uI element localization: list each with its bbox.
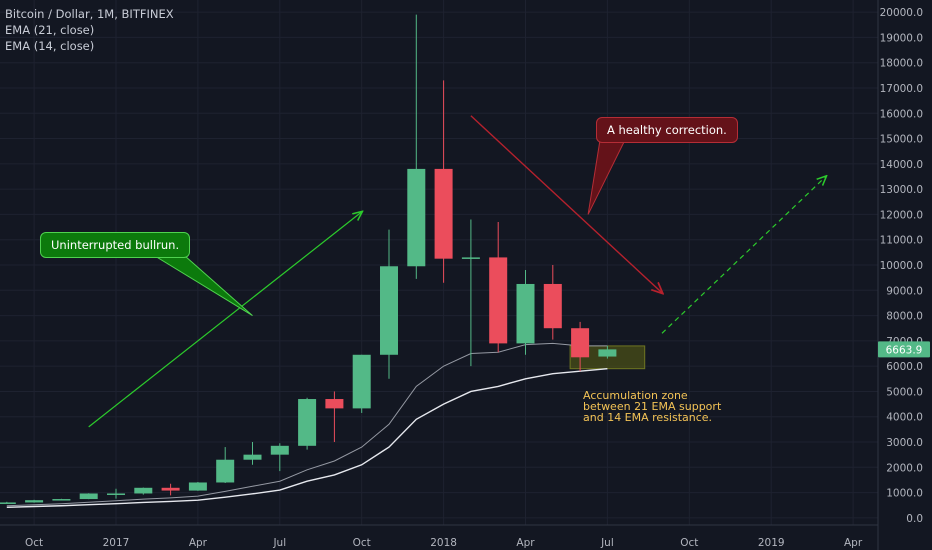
y-tick-label: 15000.0: [880, 134, 923, 146]
price-tag-box: [878, 341, 930, 358]
candle-body: [0, 502, 16, 504]
candle: [298, 397, 317, 450]
price-tag-label: 6663.9: [886, 344, 923, 356]
y-tick-label: 19000.0: [880, 32, 923, 44]
correction-callout: A healthy correction.: [596, 117, 738, 143]
y-tick-label: 16000.0: [880, 108, 923, 120]
candle: [489, 222, 508, 353]
candle: [543, 265, 562, 340]
candle: [134, 487, 153, 495]
y-tick-label: 4000.0: [886, 412, 923, 424]
y-tick-label: 14000.0: [880, 159, 923, 171]
legend-title: Bitcoin / Dollar, 1M, BITFINEX: [5, 7, 174, 21]
ema14-line: [6, 342, 608, 507]
candle: [461, 219, 480, 367]
zone-note-line2: between 21 EMA support: [583, 400, 722, 413]
candle-body: [52, 499, 71, 501]
candle: [52, 498, 71, 501]
y-tick-label: 8000.0: [886, 311, 923, 323]
y-tick-label: 5000.0: [886, 386, 923, 398]
candle: [407, 14, 426, 279]
correction-callout-pointer: [587, 139, 626, 215]
candle: [516, 270, 535, 355]
y-tick-label: 10000.0: [880, 260, 923, 272]
y-tick-label: 17000.0: [880, 83, 923, 95]
candle: [598, 345, 617, 359]
x-tick-label: Oct: [680, 537, 698, 549]
candle-body: [543, 283, 562, 329]
x-tick-label: Jul: [272, 537, 286, 549]
bullrun-callout: Uninterrupted bullrun.: [40, 232, 191, 258]
candle: [243, 442, 262, 465]
candle-body: [571, 328, 590, 358]
candle-body: [188, 482, 207, 491]
candle-body: [298, 399, 317, 446]
y-tick-label: 18000.0: [880, 58, 923, 70]
x-tick-label: 2018: [430, 537, 457, 549]
candle: [270, 443, 289, 472]
candle: [161, 483, 180, 496]
x-tick-label: Apr: [516, 537, 535, 549]
candle-body: [489, 257, 508, 344]
x-tick-label: Oct: [25, 537, 43, 549]
legend-ema14: EMA (14, close): [5, 39, 95, 53]
candles: [0, 14, 617, 504]
candle: [25, 499, 44, 503]
candle-body: [216, 459, 235, 483]
correction-arrow: [470, 115, 662, 293]
x-tick-label: Jul: [600, 537, 614, 549]
candle: [0, 501, 16, 504]
ema21-line: [6, 367, 608, 508]
candle-body: [461, 257, 480, 259]
candle-body: [380, 266, 398, 355]
candle-body: [598, 349, 617, 357]
y-tick-label: 0.0: [906, 513, 923, 525]
x-tick-label: Oct: [353, 537, 371, 549]
candle: [216, 447, 235, 483]
candle-body: [516, 283, 535, 344]
candle-body: [161, 487, 180, 491]
candle: [434, 80, 453, 283]
candle: [188, 481, 207, 491]
y-tick-label: 12000.0: [880, 209, 923, 221]
y-tick-label: 11000.0: [880, 235, 923, 247]
candle: [79, 493, 98, 500]
candle: [352, 354, 371, 413]
x-tick-label: Apr: [844, 537, 863, 549]
projection-arrow: [661, 176, 826, 334]
bullrun-arrow: [88, 212, 362, 428]
candle-body: [25, 500, 44, 503]
candle-body: [270, 445, 289, 455]
candle-body: [325, 399, 344, 409]
y-tick-label: 9000.0: [886, 285, 923, 297]
grid-lines: [0, 0, 878, 525]
candle-body: [107, 493, 125, 495]
candle: [571, 321, 590, 372]
candle: [380, 229, 398, 379]
y-tick-label: 2000.0: [886, 462, 923, 474]
y-tick-label: 13000.0: [880, 184, 923, 196]
candle-body: [352, 354, 371, 409]
x-tick-label: Apr: [189, 537, 208, 549]
candle-body: [134, 487, 153, 494]
x-tick-label: 2019: [758, 537, 785, 549]
candle-body: [79, 493, 98, 500]
x-tick-label: 2017: [103, 537, 130, 549]
chart-legend: Bitcoin / Dollar, 1M, BITFINEX EMA (21, …: [5, 6, 174, 54]
candle: [107, 488, 125, 499]
legend-ema21: EMA (21, close): [5, 23, 95, 37]
y-tick-label: 6000.0: [886, 361, 923, 373]
candle: [325, 391, 344, 443]
zone-note-line3: and 14 EMA resistance.: [583, 411, 713, 424]
y-tick-label: 20000.0: [880, 7, 923, 19]
accumulation-zone-note: Accumulation zone between 21 EMA support…: [583, 390, 721, 423]
candle-body: [434, 168, 453, 259]
y-tick-label: 3000.0: [886, 437, 923, 449]
y-tick-label: 1000.0: [886, 488, 923, 500]
zone-note-line1: Accumulation zone: [583, 389, 688, 402]
candle-body: [243, 454, 262, 460]
candle-body: [407, 168, 426, 267]
